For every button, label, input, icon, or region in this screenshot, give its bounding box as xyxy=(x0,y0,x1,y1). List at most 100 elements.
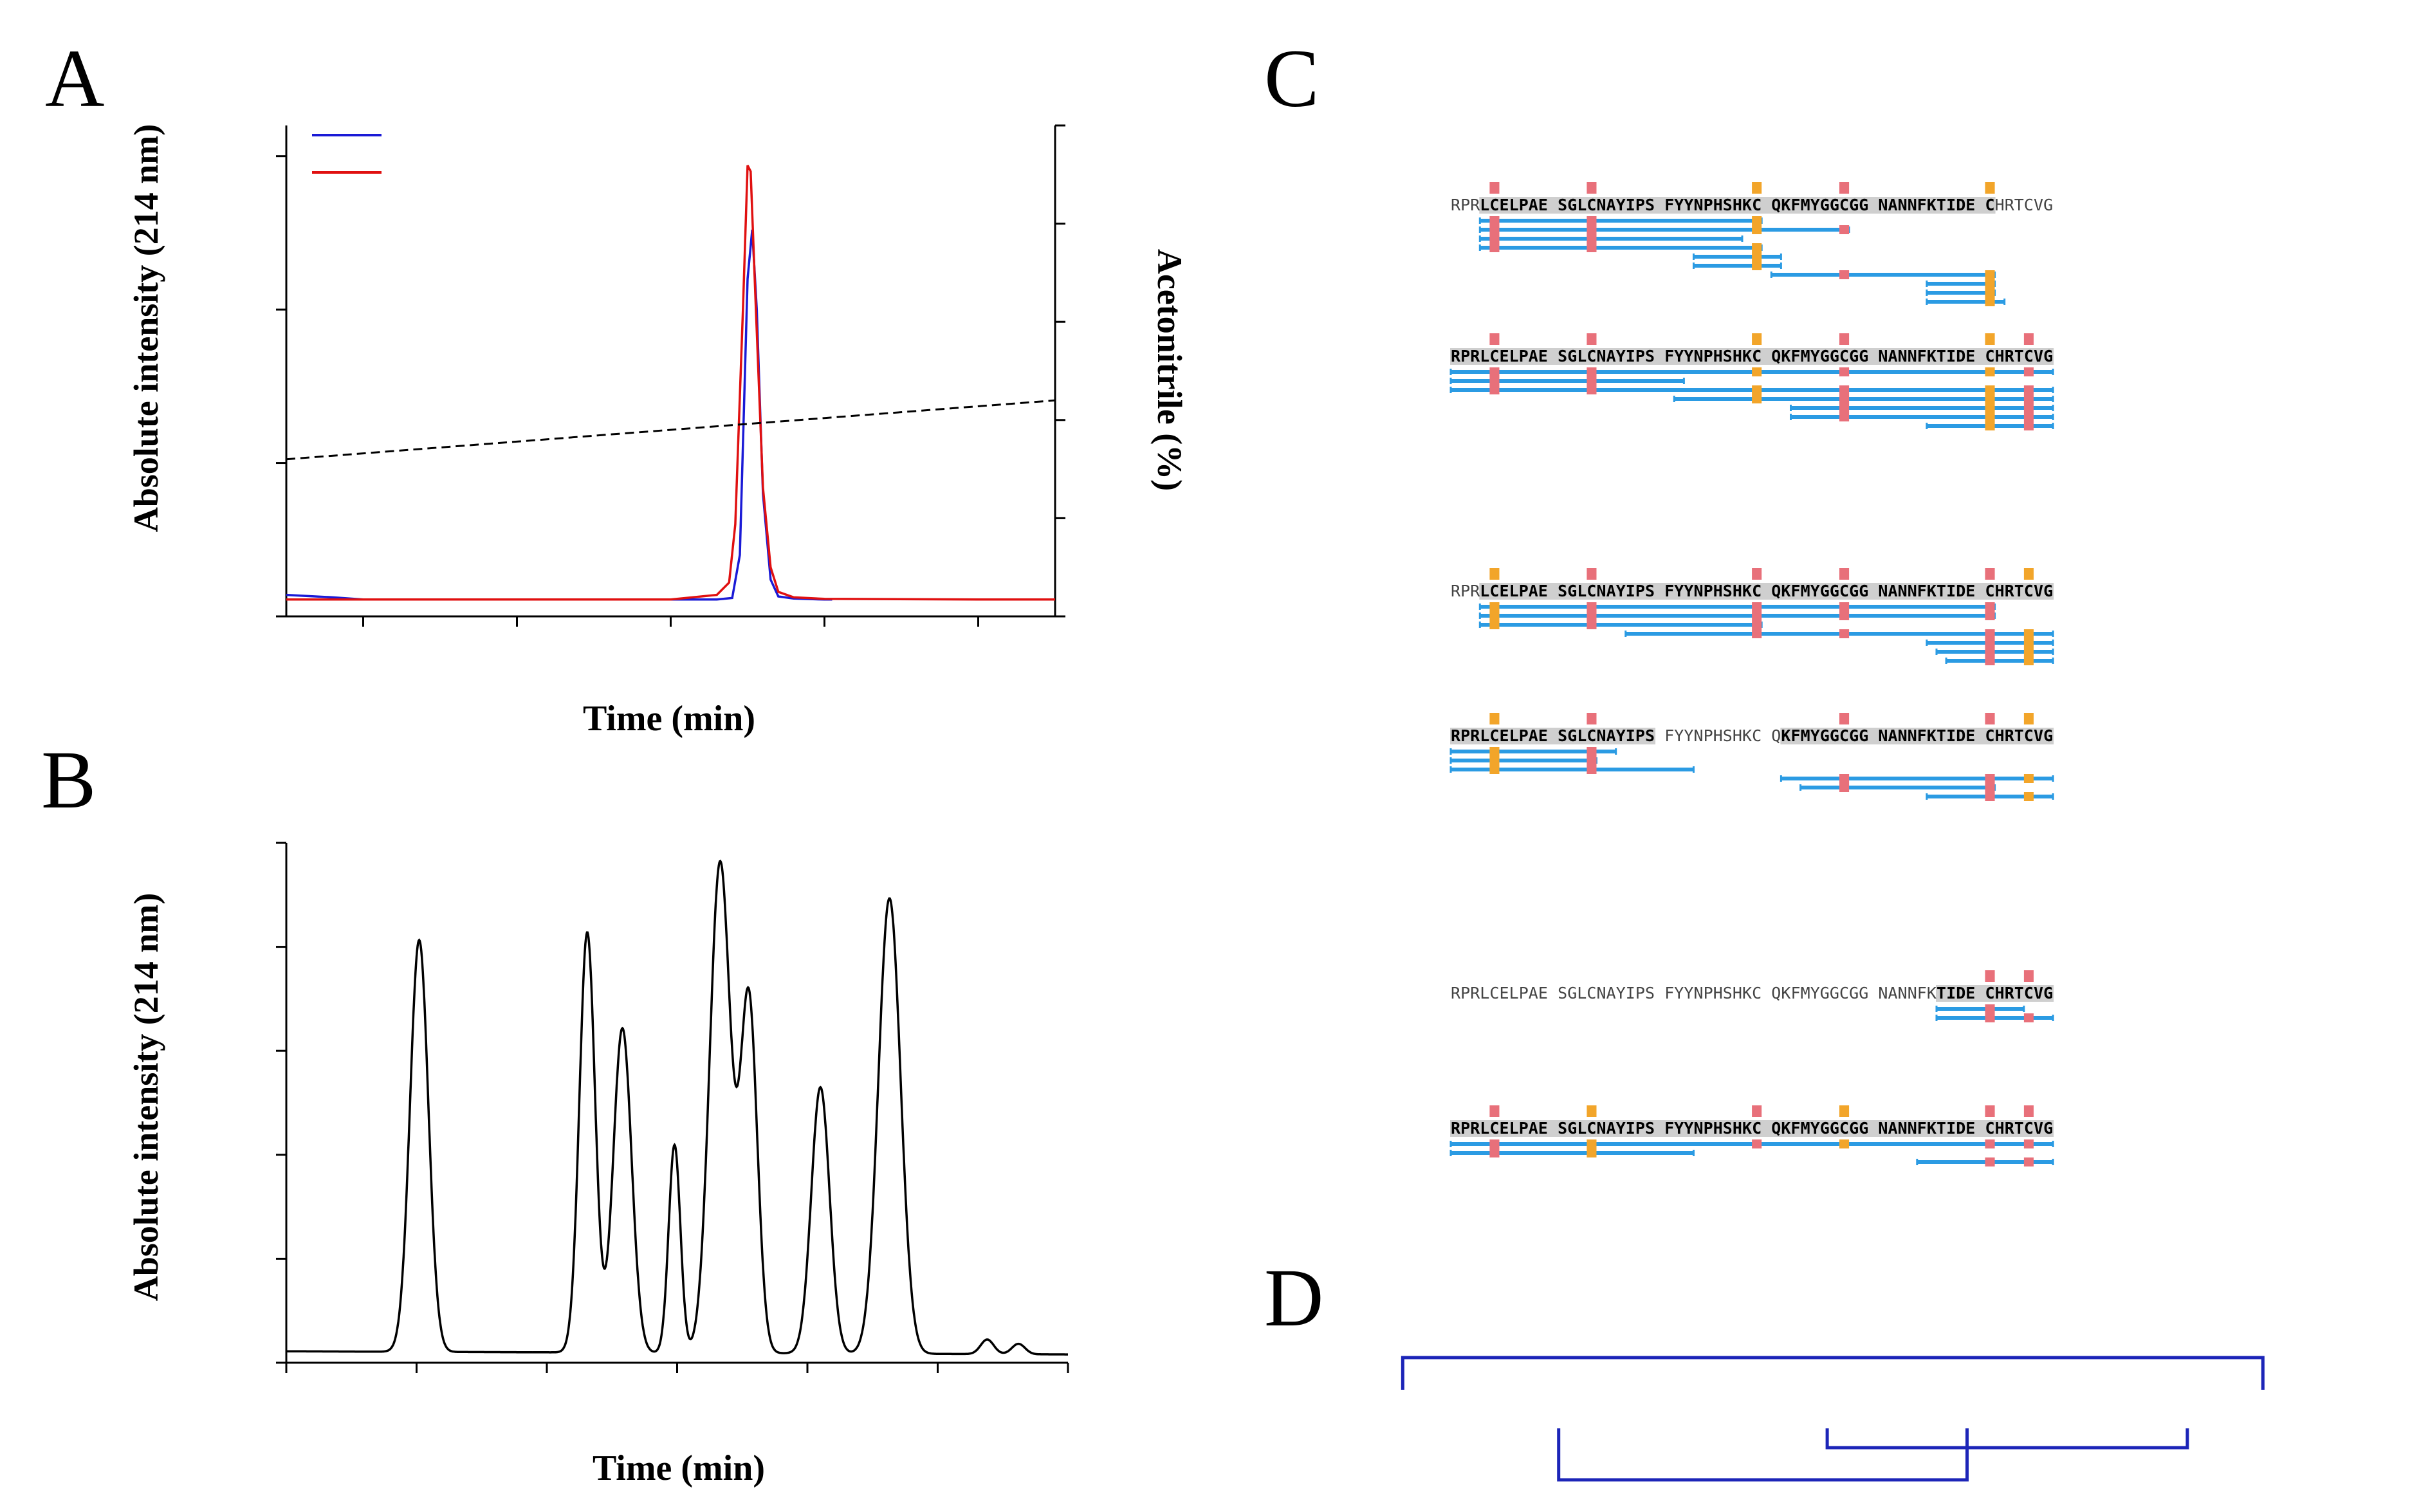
sequence-residue: P xyxy=(1460,196,1470,214)
sequence-residue: Y xyxy=(1674,347,1684,365)
fragment-cysteine-marker xyxy=(1587,602,1597,611)
sequence-residue: P xyxy=(1460,347,1470,365)
sequence-residue: C xyxy=(1985,726,1995,745)
sequence-block: NANNFKTIDE xyxy=(1878,347,1975,365)
sequence-residue: C xyxy=(1985,347,1995,365)
fragment-cysteine-marker xyxy=(2023,421,2034,430)
sequence-residue: P xyxy=(1704,726,1713,745)
sequence-residue: I xyxy=(1626,582,1635,600)
fragment-cysteine-marker xyxy=(1489,765,1500,774)
sequence-residue: K xyxy=(1742,726,1752,745)
fragment-cysteine-marker xyxy=(1752,385,1762,394)
sequence-residue: R xyxy=(1451,1119,1461,1138)
sequence-residue: G xyxy=(1830,726,1839,745)
sequence-residue: M xyxy=(1801,726,1810,745)
sequence-residue: F xyxy=(1664,347,1674,365)
fragment-cysteine-marker xyxy=(1985,288,1995,297)
sequence-residue: P xyxy=(1519,1119,1529,1138)
fragment-cysteine-marker xyxy=(1489,602,1500,611)
sequence-residue: C xyxy=(1752,1119,1762,1138)
sequence-residue: Y xyxy=(1684,196,1693,214)
sequence-residue: L xyxy=(1480,582,1489,600)
sequence-block: RPRLCELPAE xyxy=(1451,582,1548,600)
fragment-cysteine-marker xyxy=(1985,412,1995,421)
sequence-residue: V xyxy=(2034,1119,2043,1138)
sequence-residue: E xyxy=(1965,726,1975,745)
sequence-residue: L xyxy=(1509,726,1519,745)
sequence-residue: S xyxy=(1723,984,1733,1002)
fragment-cysteine-marker xyxy=(1985,1004,1995,1013)
sequence-residue: P xyxy=(1635,726,1645,745)
sequence-residue: K xyxy=(1927,726,1936,745)
sequence-residue: S xyxy=(1558,726,1567,745)
sequence-residue: C xyxy=(2024,1119,2034,1138)
sequence-residue: R xyxy=(1470,347,1480,365)
sequence-residue: P xyxy=(1704,1119,1713,1138)
sequence-residue: K xyxy=(1781,1119,1790,1138)
fragment-cysteine-marker xyxy=(1985,656,1995,665)
sequence-residue: G xyxy=(1859,582,1868,600)
sequence-residue: E xyxy=(1538,582,1548,600)
coverage-highlight xyxy=(1450,1120,2054,1137)
sequence-residue: H xyxy=(1995,1119,2005,1138)
sequence-residue: G xyxy=(1820,984,1830,1002)
sequence-residue: H xyxy=(1733,726,1742,745)
cysteine-marker xyxy=(1985,970,1995,982)
fragment-cysteine-marker xyxy=(1489,611,1500,620)
sequence-residue: F xyxy=(1791,1119,1801,1138)
sequence-block: FYYNPHSHKC xyxy=(1664,726,1762,745)
fragment-cysteine-marker xyxy=(1985,783,1995,792)
sequence-residue: S xyxy=(1645,726,1655,745)
coverage-highlight xyxy=(1450,728,1656,744)
sequence-residue: P xyxy=(1519,582,1529,600)
fragment-cysteine-marker xyxy=(1752,1139,1762,1148)
sequence-residue: H xyxy=(1713,582,1723,600)
sequence-residue: C xyxy=(2024,984,2034,1002)
sequence-residue: G xyxy=(2043,582,2053,600)
sequence-residue: H xyxy=(1995,726,2005,745)
sequence-residue: E xyxy=(1538,1119,1548,1138)
sequence-block: SGLCNAYIPS xyxy=(1558,984,1655,1002)
sequence-residue: I xyxy=(1946,1119,1956,1138)
sequence-residue: C xyxy=(1752,196,1762,214)
sequence-residue: N xyxy=(1908,347,1917,365)
sequence-residue: Y xyxy=(1616,1119,1626,1138)
fragment-cysteine-marker xyxy=(1752,620,1762,629)
fragment-cysteine-marker xyxy=(1985,1157,1995,1166)
sequence-residue: S xyxy=(1558,196,1567,214)
sequence-block: CHRTCVG xyxy=(1985,1119,2054,1138)
fragment-cysteine-marker xyxy=(1839,1139,1850,1148)
sequence-residue: C xyxy=(1489,347,1499,365)
sequence-residue: L xyxy=(1577,582,1587,600)
sequence-residue: G xyxy=(1567,726,1577,745)
sequence-residue: N xyxy=(1694,984,1704,1002)
sequence-residue: I xyxy=(1946,196,1956,214)
sequence-coverage-panel: RPRLCELPAE SGLCNAYIPS FYYNPHSHKC QKFMYGGCGG… xyxy=(1449,182,2054,1166)
cysteine-marker xyxy=(2023,970,2034,982)
fragment-cysteine-marker xyxy=(1752,602,1762,611)
sequence-residue: N xyxy=(1878,1119,1888,1138)
sequence-residue: D xyxy=(1956,984,1965,1002)
sequence-residue: Y xyxy=(1684,726,1693,745)
chart-a-ylabel: Absolute intensity (214 nm) xyxy=(127,124,165,533)
sequence-residue: A xyxy=(1888,347,1898,365)
sequence-residue: L xyxy=(1480,347,1489,365)
sequence-residue: G xyxy=(1820,196,1830,214)
sequence-residue: H xyxy=(1733,1119,1742,1138)
sequence-residue: H xyxy=(1713,1119,1723,1138)
coverage-highlight xyxy=(1780,728,2054,744)
sequence-residue: I xyxy=(1946,347,1956,365)
fragment-cysteine-marker xyxy=(1985,638,1995,647)
cysteine-marker xyxy=(1839,713,1850,724)
fragment-cysteine-marker xyxy=(1587,367,1597,376)
sequence-residue: P xyxy=(1635,1119,1645,1138)
sequence-residue: C xyxy=(1752,726,1762,745)
fragment-cysteine-marker xyxy=(2023,1139,2034,1148)
sequence-residue: P xyxy=(1519,196,1529,214)
sequence-residue: Y xyxy=(1810,347,1820,365)
sequence-residue: I xyxy=(1626,347,1635,365)
sequence-residue: Y xyxy=(1810,984,1820,1002)
sequence-residue: N xyxy=(1597,726,1606,745)
sequence-residue: H xyxy=(1733,582,1742,600)
sequence-residue: V xyxy=(2034,984,2043,1002)
